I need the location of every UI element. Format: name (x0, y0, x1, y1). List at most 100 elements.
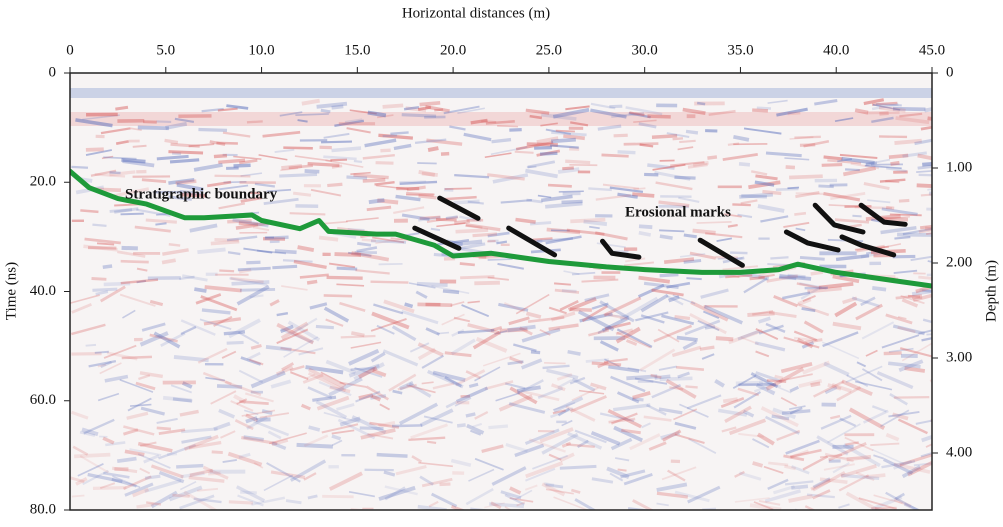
reflection (431, 229, 440, 230)
reflection (824, 157, 843, 159)
reflection (679, 141, 695, 142)
reflection (884, 353, 902, 354)
reflection (928, 118, 945, 120)
reflection (247, 121, 263, 122)
reflection (86, 149, 104, 150)
reflection (457, 425, 466, 426)
x-tick-label: 25.0 (536, 42, 562, 58)
reflection (531, 352, 540, 353)
reflection (122, 248, 138, 249)
reflection (122, 357, 152, 358)
reflection (770, 257, 788, 258)
reflection (562, 201, 583, 202)
reflection (275, 251, 297, 252)
reflection (789, 176, 823, 177)
y2-tick-label: 1.00 (946, 159, 972, 175)
reflection (419, 196, 437, 198)
reflection (855, 110, 868, 113)
series-annotation: Erosional marks (625, 204, 731, 220)
reflection (775, 376, 783, 378)
reflection (618, 152, 636, 153)
reflection (95, 352, 109, 353)
reflection (332, 148, 362, 150)
x-tick-label: 5.0 (156, 42, 175, 58)
reflection (197, 249, 225, 252)
direct-wave (70, 112, 932, 126)
reflection (686, 278, 701, 279)
reflection (554, 283, 571, 284)
y-tick-label: 0 (49, 64, 57, 80)
reflection (693, 231, 716, 233)
reflection (110, 210, 132, 212)
reflection (684, 235, 697, 237)
reflection (371, 282, 409, 283)
reflection (899, 200, 909, 201)
reflection (219, 271, 234, 272)
reflection (540, 153, 557, 154)
reflection (723, 399, 737, 401)
reflection (376, 163, 394, 164)
reflection (473, 234, 497, 236)
reflection (474, 283, 500, 284)
reflection (115, 107, 128, 109)
reflection (165, 140, 178, 142)
reflection (584, 222, 607, 225)
reflection (176, 466, 203, 467)
reflection (659, 230, 684, 231)
reflection (417, 304, 452, 305)
reflection (227, 342, 244, 343)
reflection (383, 105, 404, 106)
reflection (444, 190, 453, 191)
reflection (427, 442, 436, 443)
reflection (886, 207, 894, 208)
reflection (624, 144, 659, 145)
x-tick-label: 40.0 (823, 42, 849, 58)
reflection (570, 309, 592, 310)
reflection (346, 177, 367, 178)
reflection (866, 163, 877, 164)
y2-tick-label: 2.00 (946, 254, 972, 270)
reflection (351, 333, 364, 336)
reflection (660, 275, 679, 276)
reflection (456, 230, 489, 232)
reflection (918, 277, 933, 278)
reflection (307, 281, 317, 283)
reflection (930, 368, 956, 381)
reflection (730, 253, 747, 254)
reflection (757, 108, 771, 109)
reflection (559, 191, 584, 192)
x-tick-label: 15.0 (344, 42, 370, 58)
reflection (110, 172, 121, 173)
reflection (588, 188, 612, 190)
reflection (437, 333, 449, 334)
reflection (652, 136, 677, 138)
reflection (762, 192, 781, 194)
reflection (162, 260, 176, 262)
reflection (211, 242, 239, 244)
reflection (931, 420, 965, 424)
reflection (297, 445, 333, 447)
reflection (337, 268, 358, 269)
reflection (399, 181, 426, 182)
reflection (929, 193, 956, 196)
reflection (224, 332, 245, 334)
reflection (212, 452, 223, 453)
reflection (562, 291, 577, 292)
reflection (788, 275, 806, 276)
reflection (332, 106, 344, 107)
reflection (265, 237, 289, 238)
reflection (686, 131, 698, 133)
reflection (565, 161, 590, 162)
reflection (379, 264, 403, 265)
reflection (92, 225, 106, 226)
reflection (926, 334, 934, 335)
reflection (684, 261, 701, 263)
series-annotation: Stratigraphic boundary (125, 186, 278, 202)
reflection (155, 223, 166, 224)
x-tick-label: 30.0 (632, 42, 658, 58)
reflection (283, 148, 313, 149)
reflection (92, 279, 107, 280)
reflection (357, 243, 371, 245)
reflection (728, 143, 739, 144)
reflection (121, 160, 145, 162)
